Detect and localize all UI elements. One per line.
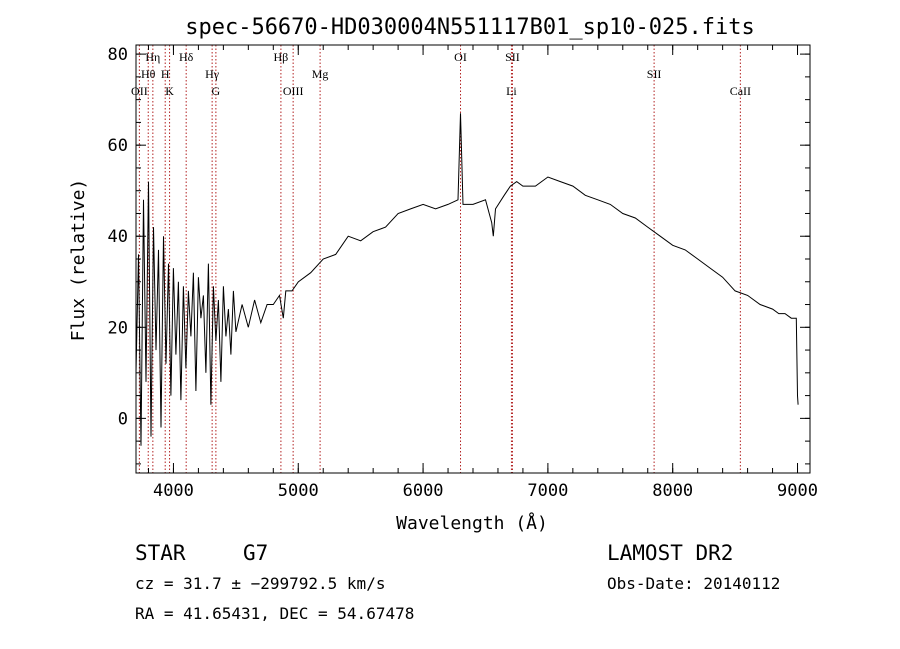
y-tick-label: 20 xyxy=(108,318,128,338)
marker-label: CaII xyxy=(730,84,751,98)
marker-label: Li xyxy=(506,84,517,98)
marker-label: K xyxy=(165,84,174,98)
object-class: STAR xyxy=(135,541,186,565)
marker-label: Hγ xyxy=(205,67,220,81)
marker-label: OIII xyxy=(283,84,304,98)
y-axis-label: Flux (relative) xyxy=(68,179,89,342)
x-tick-label: 5000 xyxy=(278,481,319,501)
marker-label: Hη xyxy=(145,50,160,64)
marker-label: OII xyxy=(131,84,148,98)
redshift-readout: cz = 31.7 ± −299792.5 km/s xyxy=(135,574,385,593)
marker-label: G xyxy=(212,84,221,98)
marker-label: Hθ xyxy=(141,67,156,81)
marker-label: OI xyxy=(454,50,467,64)
spectrum-line xyxy=(135,113,799,446)
marker-label: H xyxy=(161,67,170,81)
y-tick-label: 40 xyxy=(108,227,128,247)
x-axis-label: Wavelength (Å) xyxy=(396,512,548,534)
marker-label: Hδ xyxy=(179,50,194,64)
y-tick-label: 80 xyxy=(108,45,128,65)
x-tick-label: 9000 xyxy=(777,481,818,501)
marker-label: Hβ xyxy=(274,50,289,64)
marker-label: Mg xyxy=(312,67,329,81)
y-tick-label: 0 xyxy=(118,409,128,429)
y-tick-label: 60 xyxy=(108,136,128,156)
coordinates: RA = 41.65431, DEC = 54.67478 xyxy=(135,604,414,623)
plot-frame xyxy=(135,44,811,474)
chart-title: spec-56670-HD030004N551117B01_sp10-025.f… xyxy=(185,15,755,40)
marker-label: SII xyxy=(647,67,662,81)
x-tick-label: 4000 xyxy=(153,481,194,501)
x-axis: 4000 5000 6000 7000 8000 9000 xyxy=(147,45,818,501)
x-tick-label: 6000 xyxy=(403,481,444,501)
x-tick-label: 8000 xyxy=(652,481,693,501)
marker-label: SII xyxy=(505,50,520,64)
y-axis: 0 20 40 60 80 xyxy=(108,45,810,465)
x-tick-label: 7000 xyxy=(527,481,568,501)
marker-lines xyxy=(138,45,741,473)
survey-name: LAMOST DR2 xyxy=(607,541,733,565)
obs-date: Obs-Date: 20140112 xyxy=(607,574,780,593)
object-subclass: G7 xyxy=(243,541,268,565)
